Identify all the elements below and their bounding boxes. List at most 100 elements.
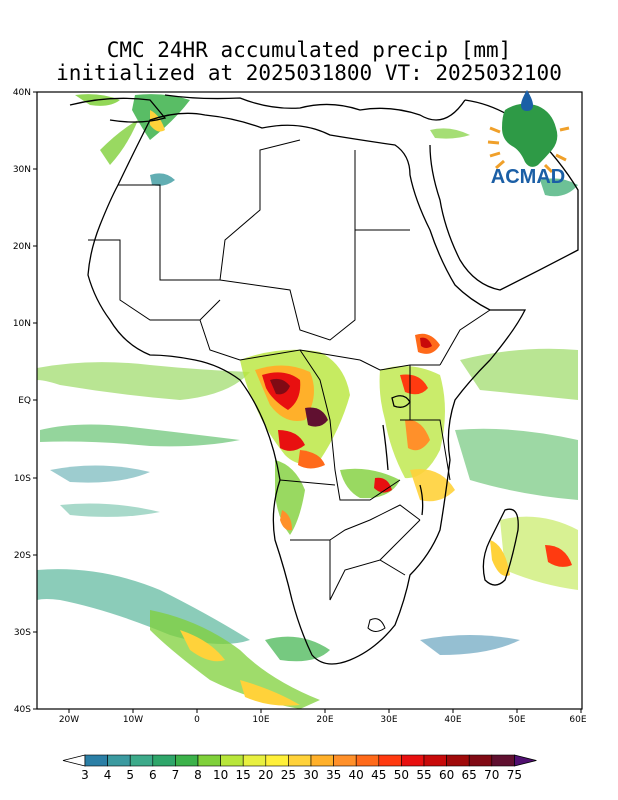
- colorbar-swatch: [175, 754, 199, 767]
- lat-label: 20S: [14, 551, 31, 561]
- lon-label: 60E: [569, 715, 586, 725]
- precip-field: [37, 94, 578, 709]
- precip-area: [420, 337, 432, 348]
- lake-malawi: [419, 484, 424, 516]
- colorbar-swatch: [401, 754, 425, 767]
- africa-continent-icon: [502, 103, 558, 167]
- precip-area: [490, 540, 510, 576]
- lat-label: 40N: [13, 88, 31, 98]
- country-border: [439, 309, 491, 366]
- country-border: [199, 319, 361, 361]
- country-border: [359, 359, 440, 371]
- lat-label: 30S: [14, 628, 31, 638]
- precip-area: [150, 173, 175, 186]
- colorbar-swatch: [446, 754, 470, 767]
- colorbar-label: 70: [484, 768, 499, 782]
- colorbar-label: 7: [172, 768, 180, 782]
- border-layer: [88, 139, 491, 632]
- country-border: [118, 139, 301, 281]
- precip-area: [545, 545, 572, 567]
- colorbar-high-arrow: [514, 754, 537, 767]
- precip-area: [460, 348, 578, 400]
- colorbar-label: 35: [326, 768, 341, 782]
- colorbar-swatch: [197, 754, 221, 767]
- chart-title-line-2: initialized at 2025031800 VT: 2025032100: [56, 61, 562, 85]
- precip-area: [270, 378, 290, 395]
- precip-area: [455, 428, 578, 500]
- lon-label: 20W: [59, 715, 79, 725]
- precip-area: [305, 407, 328, 427]
- precip-area: [298, 450, 325, 469]
- colorbar-swatch: [491, 754, 515, 767]
- lat-label: 40S: [14, 705, 31, 715]
- lat-label: 30N: [13, 165, 31, 175]
- colorbar-swatch: [288, 754, 312, 767]
- colorbar-label: 20: [258, 768, 273, 782]
- longitude-ticks: [68, 709, 582, 713]
- colorbar-swatch: [220, 754, 244, 767]
- precip-area: [37, 362, 250, 400]
- lon-label: 30E: [380, 715, 397, 725]
- colorbar-label: 45: [371, 768, 386, 782]
- colorbar-label: 55: [416, 768, 431, 782]
- precip-area: [340, 468, 400, 499]
- madagascar-coastline: [482, 508, 519, 586]
- country-border: [400, 419, 451, 481]
- precip-area: [400, 374, 428, 395]
- lake-tanganyika: [382, 424, 389, 471]
- colorbar-swatch: [468, 754, 493, 767]
- colorbar-swatch: [333, 754, 357, 767]
- colorbar-swatch: [265, 754, 289, 767]
- africa-coastline: [87, 112, 527, 665]
- lat-label: 20N: [13, 242, 31, 252]
- colorbar-label: 5: [126, 768, 134, 782]
- lon-label: 20E: [316, 715, 333, 725]
- precip-area: [150, 610, 320, 709]
- country-border: [219, 229, 410, 341]
- precip-area: [500, 516, 578, 590]
- precip-area: [37, 569, 250, 644]
- colorbar-label: 30: [303, 768, 318, 782]
- precip-area: [150, 110, 165, 132]
- colorbar-swatch: [152, 754, 176, 767]
- precip-area: [180, 630, 225, 662]
- chart-title-line-1: CMC 24HR accumulated precip [mm]: [106, 38, 512, 62]
- colorbar-swatch: [129, 754, 154, 767]
- colorbar-swatch: [310, 754, 334, 767]
- country-border: [299, 349, 401, 501]
- colorbar-label: 65: [462, 768, 477, 782]
- lat-label: 10S: [14, 474, 31, 484]
- colorbar-label: 60: [439, 768, 454, 782]
- colorbar-label: 40: [349, 768, 364, 782]
- colorbar-label: 50: [394, 768, 409, 782]
- acmad-logo: ACMAD: [487, 90, 570, 188]
- precip-area: [240, 680, 300, 706]
- longitude-labels: 20W 10W 0 10E 20E 30E 40E 50E 60E: [59, 715, 587, 725]
- precip-area: [405, 419, 430, 451]
- precip-area: [265, 636, 330, 662]
- country-border: [88, 239, 221, 321]
- precip-area: [50, 465, 150, 483]
- colorbar-swatch: [84, 754, 108, 767]
- iberia-coastline: [69, 97, 167, 123]
- colorbar-swatch: [107, 754, 131, 767]
- colorbar-label: 3: [81, 768, 89, 782]
- country-border: [279, 479, 336, 486]
- lon-label: 50E: [508, 715, 525, 725]
- lon-label: 40E: [444, 715, 461, 725]
- precip-area: [60, 503, 160, 517]
- latitude-labels: 40N 30N 20N 10N EQ 10S 20S 30S 40S: [13, 88, 31, 715]
- lat-label: EQ: [18, 396, 31, 406]
- lon-label: 0: [194, 715, 200, 725]
- colorbar-swatch: [242, 754, 267, 767]
- country-border: [379, 519, 421, 561]
- precip-area: [278, 430, 305, 451]
- country-border: [329, 504, 421, 541]
- colorbar-label: 10: [213, 768, 228, 782]
- colorbar-label: 25: [281, 768, 296, 782]
- latitude-ticks: [33, 91, 37, 710]
- country-border: [290, 539, 406, 601]
- colorbar-swatch: [378, 754, 402, 767]
- colorbar-label: 15: [236, 768, 251, 782]
